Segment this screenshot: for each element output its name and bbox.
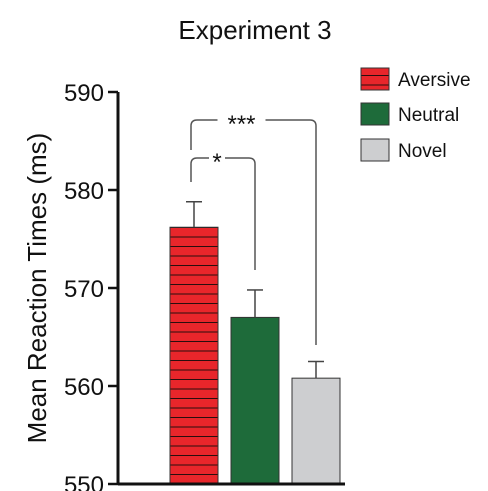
legend-swatch-neutral (360, 102, 390, 126)
bar-neutral (230, 316, 280, 485)
y-axis: 550 560 570 580 590 (64, 80, 120, 491)
legend-label-novel: Novel (398, 141, 447, 162)
legend-label-aversive: Aversive (398, 70, 471, 91)
bars (169, 226, 341, 485)
significance-label-bg (217, 112, 266, 128)
y-tick-label: 550 (64, 472, 104, 491)
chart-title: Experiment 3 (178, 15, 331, 45)
legend-swatch-aversive (360, 67, 390, 91)
y-tick-label: 590 (64, 80, 104, 107)
legend-swatch-novel (360, 138, 390, 162)
y-tick-label: 580 (64, 178, 104, 205)
significance-label: *** (227, 111, 255, 138)
y-axis-label: Mean Reaction Times (ms) (22, 133, 52, 444)
legend: Aversive Neutral Novel (360, 67, 471, 162)
legend-label-neutral: Neutral (398, 105, 459, 126)
bar-aversive (169, 226, 219, 485)
significance-label-bg (209, 150, 225, 166)
significance-label: * (212, 149, 221, 176)
error-bars (186, 201, 324, 379)
bar-novel (291, 377, 341, 485)
y-tick-label: 570 (64, 276, 104, 303)
y-tick-label: 560 (64, 374, 104, 401)
significance-brackets: **** (190, 111, 317, 345)
